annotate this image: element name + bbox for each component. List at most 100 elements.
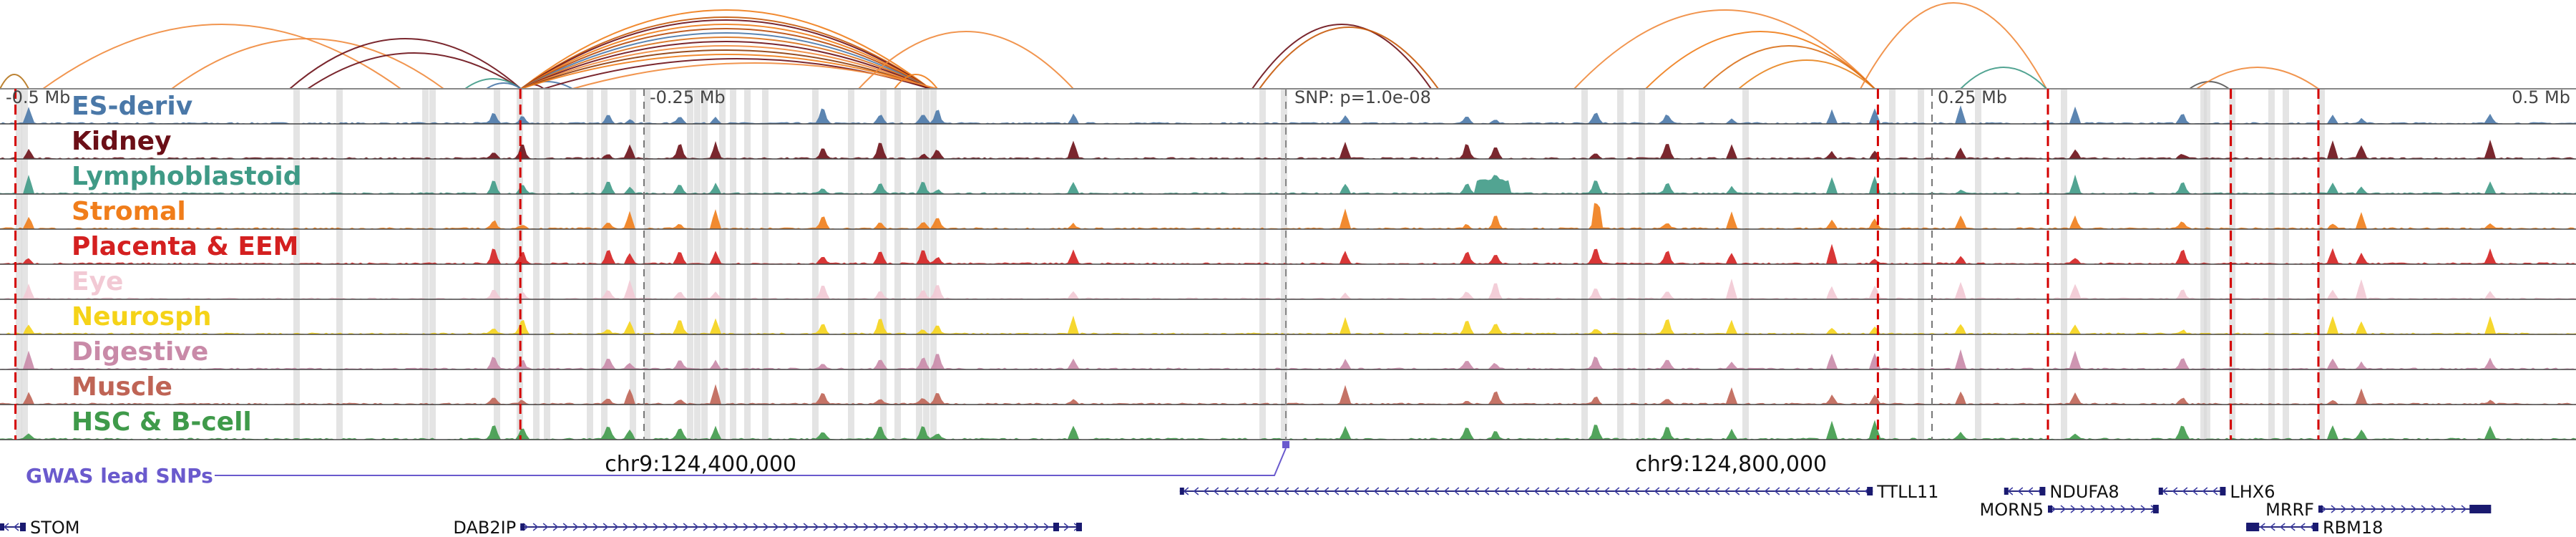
gene-ndufa8: NDUFA8 (2004, 482, 2119, 502)
track-labels: ES-deriv Kidney Lymphoblastoid Stromal Place… (72, 92, 302, 437)
strand-arrow (1563, 487, 1570, 495)
strand-arrow (1463, 487, 1470, 495)
strand-arrow (613, 523, 619, 531)
strand-arrow (552, 523, 559, 531)
strand-arrow (1834, 487, 1840, 495)
track-label: Muscle (72, 372, 172, 402)
gene-morn5: MORN5 (1980, 500, 2159, 520)
strand-arrow (713, 523, 719, 531)
strand-arrow (2172, 487, 2178, 495)
strand-arrow (592, 523, 599, 531)
strand-arrow (963, 523, 970, 531)
strand-arrow (2361, 505, 2367, 513)
strand-arrow (783, 523, 789, 531)
strand-arrow (943, 523, 950, 531)
gene-exon (2246, 523, 2260, 531)
gene-label: DAB2IP (453, 518, 516, 537)
loop-arc-13 (520, 28, 931, 90)
gwas-connector-line (215, 448, 1287, 476)
strand-arrow (1333, 487, 1340, 495)
loop-arc-17 (520, 45, 931, 90)
strand-arrow (953, 523, 960, 531)
gwas-snp-marker (1282, 441, 1289, 448)
loop-arc-15 (520, 37, 931, 90)
coordinate-label: chr9:124,400,000 (605, 452, 796, 477)
strand-arrow (1473, 487, 1480, 495)
strand-arrow (1814, 487, 1820, 495)
strand-arrow (893, 523, 899, 531)
strand-arrow (1644, 487, 1650, 495)
strand-arrow (2331, 505, 2337, 513)
strand-arrow (1844, 487, 1850, 495)
strand-arrow (683, 523, 689, 531)
strand-arrow (863, 523, 869, 531)
axis-tick-label: 0.25 Mb (1938, 87, 2007, 107)
strand-arrow (1303, 487, 1309, 495)
track-label: Digestive (72, 337, 208, 367)
gene-exon (2318, 505, 2323, 513)
strand-arrow (853, 523, 859, 531)
strand-arrow (1714, 487, 1720, 495)
strand-arrow (1243, 487, 1249, 495)
red-marker-lines (14, 89, 2320, 440)
strand-arrow (1584, 487, 1590, 495)
strand-arrow (1403, 487, 1410, 495)
gene-label: MRRF (2265, 500, 2314, 520)
loop-arc-27 (1645, 31, 1875, 90)
strand-arrow (1724, 487, 1730, 495)
loop-arc-4 (307, 52, 522, 90)
strand-arrow (2182, 487, 2188, 495)
gene-exon (2469, 505, 2492, 513)
strand-arrow (1363, 487, 1370, 495)
track-4 (0, 203, 2576, 230)
strand-arrow (1634, 487, 1640, 495)
track-signal-5 (0, 243, 2576, 264)
strand-arrow (2431, 505, 2437, 513)
strand-arrow (743, 523, 749, 531)
strand-arrow (1023, 523, 1030, 531)
loop-arc-28 (1738, 59, 1875, 90)
strand-arrow (532, 523, 539, 531)
strand-arrow (843, 523, 849, 531)
strand-arrow (923, 523, 930, 531)
track-signal-2 (0, 139, 2576, 159)
loop-arc-22 (894, 74, 938, 90)
gene-exon (1179, 488, 1184, 495)
strand-arrow (913, 523, 919, 531)
strand-arrow (1624, 487, 1630, 495)
strand-arrow (2371, 505, 2377, 513)
gene-label: STOM (30, 518, 80, 537)
track-area (0, 88, 2576, 440)
strand-arrow (1804, 487, 1810, 495)
track-signal-8 (0, 349, 2576, 369)
strand-arrow (1513, 487, 1520, 495)
strand-arrow (1353, 487, 1360, 495)
strand-arrow (773, 523, 779, 531)
strand-arrow (763, 523, 769, 531)
track-9 (0, 384, 2576, 405)
strand-arrow (1423, 487, 1430, 495)
axis-tick-label: 0.5 Mb (2512, 87, 2570, 107)
track-label: Lymphoblastoid (72, 162, 302, 191)
track-signal-4 (0, 203, 2576, 229)
track-8 (0, 349, 2576, 370)
strand-arrow (903, 523, 909, 531)
loop-arc-3 (289, 38, 522, 90)
strand-arrow (1043, 523, 1050, 531)
strand-arrow (1614, 487, 1620, 495)
strand-arrow (1784, 487, 1790, 495)
strand-arrow (823, 523, 829, 531)
strand-arrow (572, 523, 579, 531)
snp-pvalue-label: SNP: p=1.0e-08 (1294, 87, 1431, 107)
gene-exon (2152, 505, 2159, 513)
strand-arrow (2202, 487, 2208, 495)
gene-exon (20, 523, 26, 531)
gene-exon (2313, 523, 2318, 531)
strand-arrow (1013, 523, 1020, 531)
track-label: Stromal (72, 197, 186, 226)
strand-arrow (733, 523, 739, 531)
strand-arrow (13, 523, 19, 531)
strand-arrow (1594, 487, 1600, 495)
strand-arrow (2391, 505, 2397, 513)
